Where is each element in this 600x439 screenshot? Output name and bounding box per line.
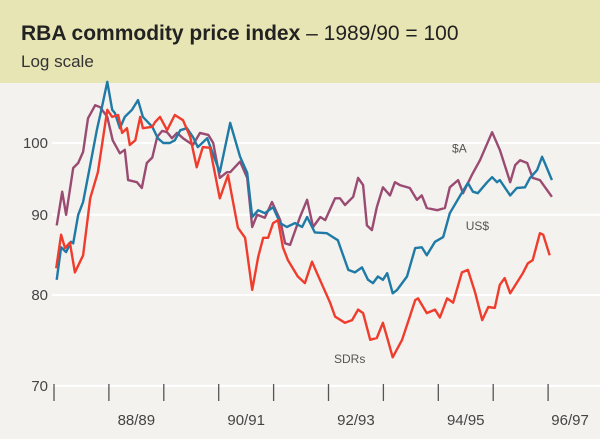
series-label-us: US$ <box>466 219 490 233</box>
gridlines <box>52 142 600 387</box>
series-line-us <box>55 80 554 295</box>
chart-subtitle: Log scale <box>21 52 94 71</box>
series-lines <box>55 80 554 359</box>
y-tick-label: 80 <box>31 287 48 304</box>
y-tick-label: 100 <box>23 135 48 152</box>
series-line-sdrs <box>55 108 551 359</box>
x-tick-label: 94/95 <box>447 412 485 429</box>
chart-header: RBA commodity price index – 1989/90 = 10… <box>0 0 600 83</box>
series-labels: $A US$ SDRs <box>334 142 489 366</box>
y-tick-label: 70 <box>31 378 48 395</box>
x-axis: 88/89 90/91 92/93 94/95 96/97 <box>53 384 589 429</box>
series-label-sdrs: SDRs <box>334 352 365 366</box>
chart-title: RBA commodity price index – 1989/90 = 10… <box>21 22 459 46</box>
y-tick-label: 90 <box>31 207 48 224</box>
x-tick-label: 92/93 <box>337 412 375 429</box>
series-label-a: $A <box>452 142 467 156</box>
series-line-a <box>55 103 553 247</box>
x-tick-label: 88/89 <box>118 412 156 429</box>
x-tick-label: 90/91 <box>227 412 265 429</box>
y-axis: 100 90 80 70 <box>23 135 48 395</box>
x-tick-label: 96/97 <box>551 412 589 429</box>
chart-title-base: – 1989/90 = 100 <box>306 22 459 45</box>
chart-title-main: RBA commodity price index <box>21 22 301 45</box>
